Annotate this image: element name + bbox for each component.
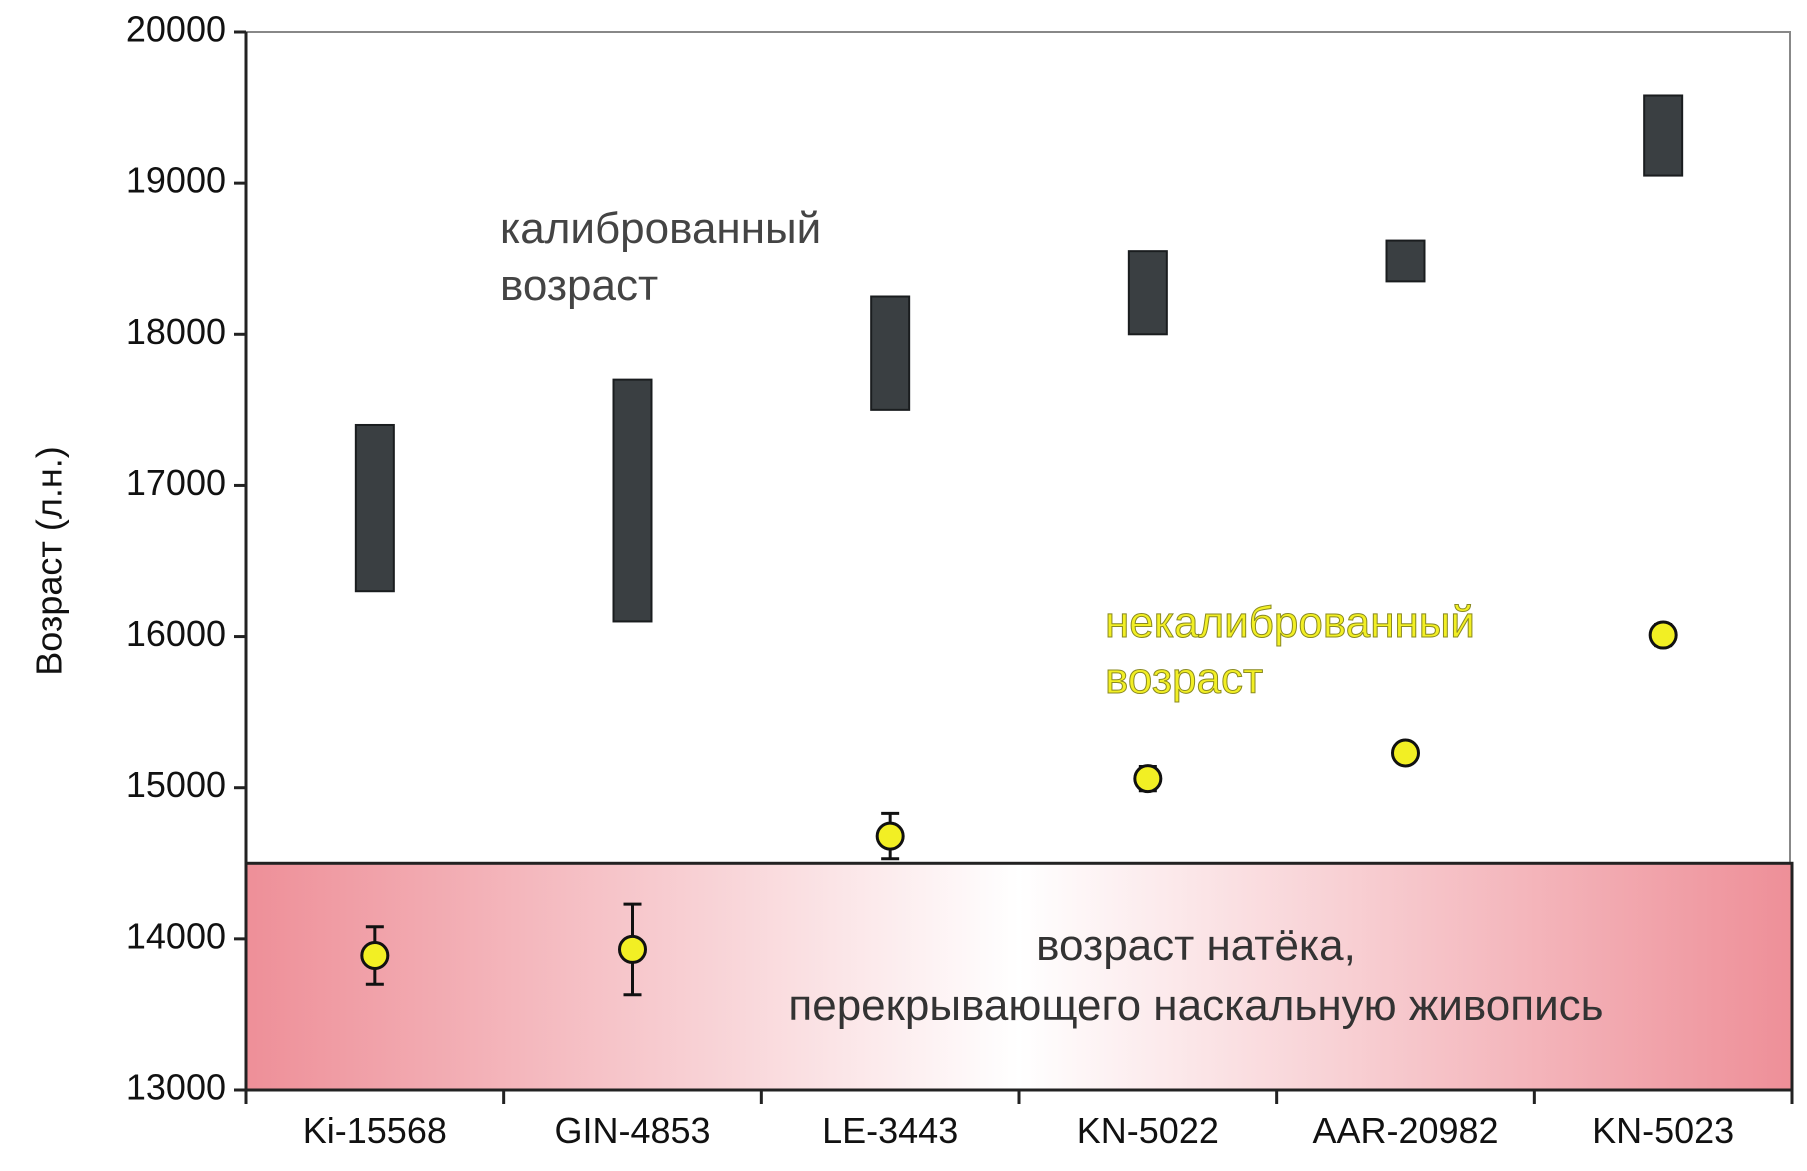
uncalibrated-annotation-line-1: некалиброванный — [1105, 598, 1475, 647]
x-tick-label: Ki-15568 — [303, 1110, 447, 1151]
flowstone-age-band — [244, 861, 1794, 1092]
y-tick-label: 19000 — [126, 160, 226, 201]
calibrated-range-bar — [870, 295, 911, 411]
uncalibrated-point — [360, 940, 390, 970]
uncalibrated-point — [1391, 738, 1420, 768]
y-tick-label: 16000 — [126, 613, 226, 654]
x-tick-label: GIN-4853 — [554, 1110, 710, 1151]
calibrated-range-bar — [612, 378, 653, 623]
y-tick-label: 17000 — [126, 462, 226, 503]
x-tick-label: LE-3443 — [822, 1110, 958, 1151]
band-label-line-2: перекрывающего наскальную живопись — [788, 981, 1603, 1030]
uncalibrated-point — [875, 821, 905, 851]
y-axis-label: Возраст (л.н.) — [29, 446, 70, 676]
x-tick-label: KN-5022 — [1077, 1110, 1219, 1151]
x-tick-label: KN-5023 — [1592, 1110, 1734, 1151]
uncalibrated-point — [1133, 764, 1163, 794]
uncalibrated-point — [618, 934, 647, 964]
calibrated-range-bar — [1643, 94, 1684, 177]
calibrated-range-bar — [1127, 250, 1168, 336]
y-tick-label: 13000 — [126, 1067, 226, 1108]
calibrated-age-bars — [354, 94, 1684, 623]
x-axis-ticks: Ki-15568 GIN-4853 LE-3443 KN-5022 AAR-20982 K… — [244, 1090, 1794, 1151]
y-tick-label: 20000 — [126, 9, 226, 50]
x-tick-label: AAR-20982 — [1312, 1110, 1498, 1151]
uncalibrated-age-points — [360, 620, 1678, 997]
y-axis-ticks: 20000 19000 18000 17000 16000 15000 14000 13000 — [126, 9, 246, 1108]
calibrated-range-bar — [1385, 239, 1426, 283]
uncalibrated-annotation-line-2: возраст — [1105, 654, 1263, 703]
calibrated-range-bar — [354, 423, 395, 593]
band-label-line-1: возраст натёка, — [1036, 921, 1356, 970]
y-tick-label: 15000 — [126, 764, 226, 805]
calibrated-annotation-line-1: калиброванный — [500, 204, 821, 253]
y-tick-label: 14000 — [126, 915, 226, 956]
calibrated-annotation-line-2: возраст — [500, 261, 658, 310]
uncalibrated-point — [1648, 620, 1678, 650]
y-tick-label: 18000 — [126, 311, 226, 352]
